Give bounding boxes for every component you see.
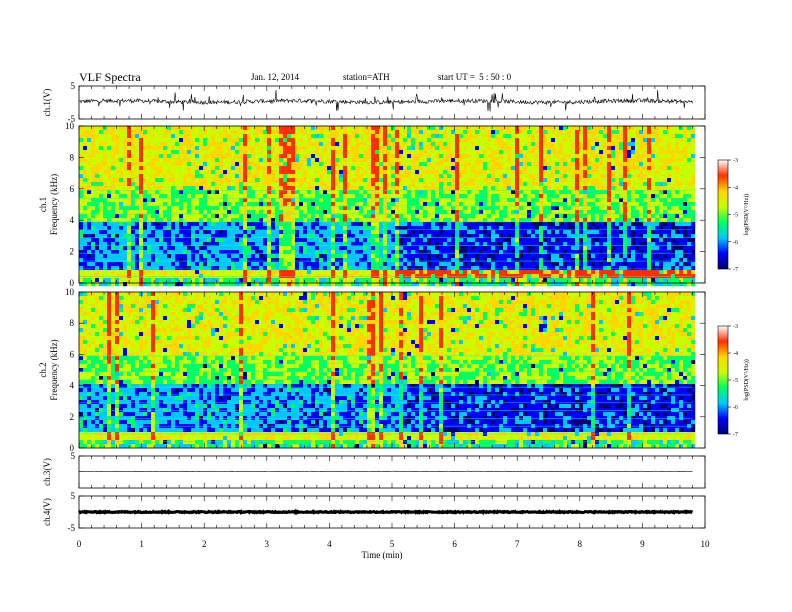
x-tick-label: 4 [327,539,332,549]
date-label: Jan. 12, 2014 [251,72,299,82]
colorbar-tick-label: -3 [733,158,738,164]
x-tick-label: 5 [390,539,395,549]
x-tick-label: 1 [139,539,144,549]
plot-title: VLF Spectra [79,70,141,84]
y-tick-label: 6 [70,184,75,194]
y-tick-label: 5 [71,81,76,91]
waveform-trace-ch1-waveform [78,89,693,112]
y-axis-label-ch2-spectrogram: Frequency (kHz) [49,339,59,400]
y-tick-label: 5 [71,451,76,461]
y-tick-label: 10 [65,287,75,297]
colorbar-tick-label: -6 [733,240,738,246]
x-tick-label: 8 [578,539,583,549]
colorbar-tick-label: -6 [733,405,738,411]
start-time-prefix: start UT = [438,72,475,82]
y-axis-label-ch1-waveform: ch.1(V) [42,89,52,117]
y-tick-label: 2 [70,247,75,257]
y-tick-label: 8 [70,318,75,328]
colorbar-tick-label: -7 [733,432,738,438]
station-label: station=ATH [343,72,390,82]
colorbar-ch1-spectrogram [717,159,729,270]
colorbar-ch2-spectrogram [717,325,729,435]
channel-label-ch2-spectrogram: ch.2 [38,362,48,377]
spectrogram-cells-ch1-spectrogram [79,126,696,287]
y-tick-label: 0 [70,443,75,453]
y-tick-label: 6 [70,349,75,359]
colorbar-tick-label: -7 [733,267,738,273]
spectrogram-cells-ch2-spectrogram [79,292,696,449]
x-tick-label: 3 [265,539,270,549]
colorbar-tick-label: -3 [733,324,738,330]
y-tick-label: 10 [65,121,75,131]
x-axis-label: Time (min) [362,550,403,560]
x-tick-label: 7 [515,539,520,549]
y-axis-label-ch1-spectrogram: Frequency (kHz) [49,174,59,235]
colorbar-tick-label: -4 [733,351,738,357]
colorbar-tick-label: -4 [733,185,738,191]
y-axis-label-ch3-waveform: ch.3(V) [42,458,52,486]
waveform-trace-ch4-waveform [78,508,694,516]
y-tick-label: -5 [68,114,76,124]
x-tick-label: 2 [202,539,207,549]
colorbar-tick-label: -5 [733,378,738,384]
y-tick-label: 8 [70,152,75,162]
start-time-value: 5 : 50 : 0 [479,72,512,82]
start-time-label: start UT = 5 : 50 : 0 [438,72,513,82]
colorbar-tick-label: -5 [733,213,738,219]
colorbar-label-ch1-spectrogram: log(PSD(V²/Hz)) [743,194,750,235]
y-tick-label: 4 [70,381,75,391]
y-tick-label: 4 [70,215,75,225]
y-tick-label: 2 [70,412,75,422]
x-tick-label: 10 [701,539,711,549]
y-tick-label: -5 [68,523,76,533]
x-tick-label: 6 [452,539,457,549]
colorbar-label-ch2-spectrogram: log(PSD(V²/Hz)) [743,359,750,400]
channel-label-ch1-spectrogram: ch.1 [38,197,48,212]
y-tick-label: 5 [71,491,76,501]
y-tick-label: 0 [70,278,75,288]
x-tick-label: 9 [640,539,645,549]
x-tick-label: 0 [77,539,82,549]
y-axis-label-ch4-waveform: ch.4(V) [42,498,52,526]
